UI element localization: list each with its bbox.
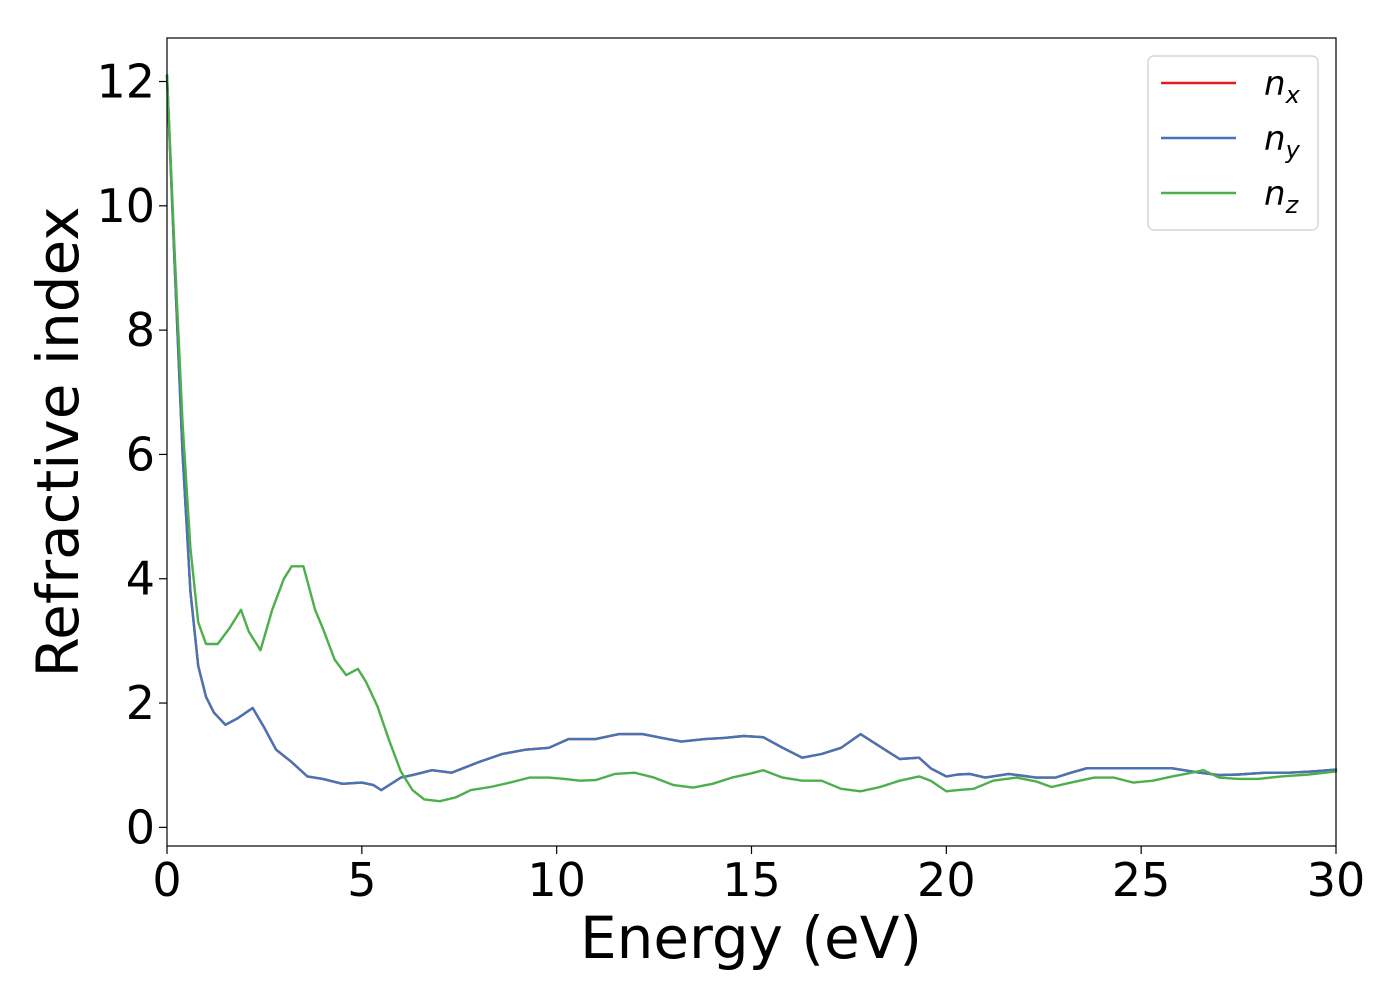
plot-background (167, 38, 1336, 846)
x-axis-label: Energy (eV) (580, 904, 922, 972)
legend-label-ny: ny (1264, 119, 1301, 164)
legend-label-nz: nz (1264, 174, 1300, 219)
y-tick-label: 10 (96, 179, 155, 233)
y-axis: 0 2 4 6 8 10 12 (96, 55, 167, 854)
x-axis: 0 5 10 15 20 25 30 (152, 846, 1365, 907)
y-tick-label: 4 (126, 552, 155, 606)
x-tick-label: 25 (1112, 853, 1171, 907)
legend-frame (1147, 55, 1319, 231)
legend-label-nx: nx (1264, 64, 1301, 109)
x-tick-label: 0 (152, 853, 181, 907)
y-tick-label: 12 (96, 55, 155, 109)
y-tick-label: 2 (126, 676, 155, 730)
series-line-nz (165, 74, 1338, 803)
y-axis-label: Refractive index (24, 206, 92, 677)
y-tick-label: 0 (126, 800, 155, 854)
legend: nx ny nz (1147, 55, 1319, 231)
y-tick-label: 8 (126, 303, 155, 357)
x-tick-label: 20 (917, 853, 976, 907)
y-tick-label: 6 (126, 427, 155, 481)
series-line-ny (165, 74, 1338, 792)
series-layer (165, 74, 1338, 803)
x-tick-label: 10 (527, 853, 586, 907)
x-tick-label: 30 (1307, 853, 1366, 907)
x-tick-label: 5 (347, 853, 376, 907)
x-tick-label: 15 (722, 853, 781, 907)
